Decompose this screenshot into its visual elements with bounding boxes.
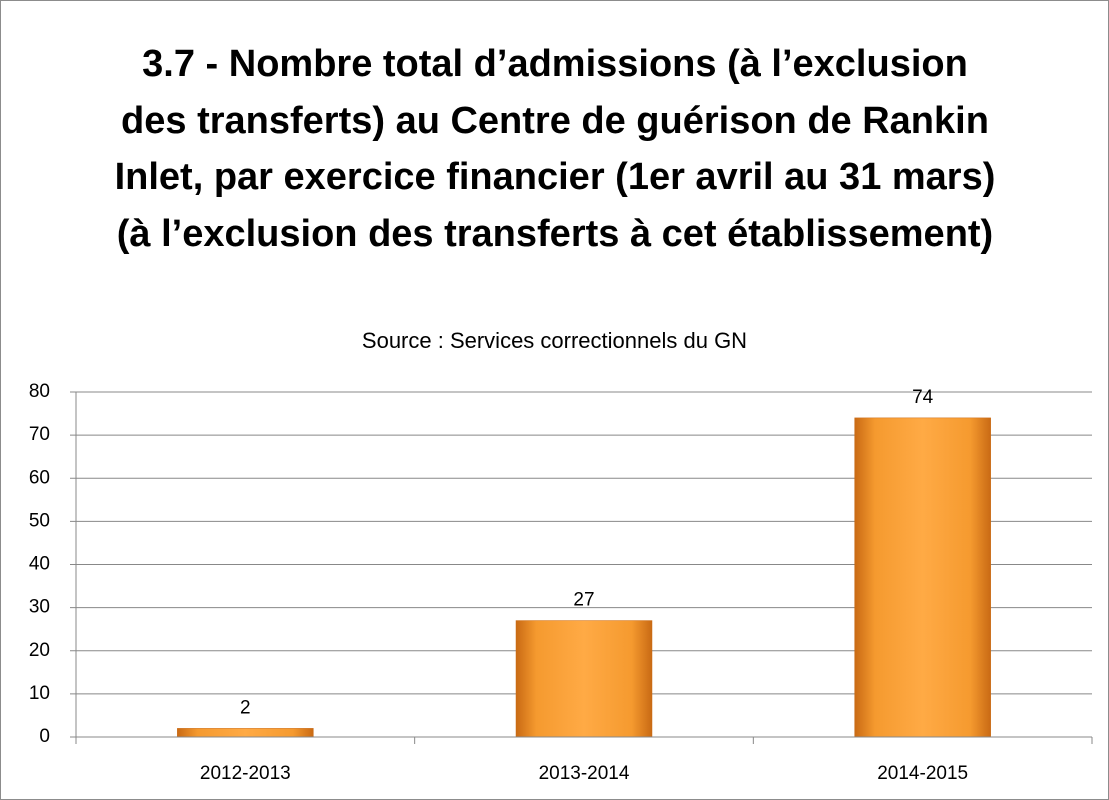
bar [854,417,991,738]
x-tick-label: 2014-2015 [877,763,968,784]
y-tick-label: 40 [29,554,50,575]
y-tick-label: 70 [29,424,50,445]
y-tick-label: 80 [29,381,50,402]
x-tick-label: 2013-2014 [539,763,630,784]
chart-title: 3.7 - Nombre total d’admissions (à l’exc… [114,43,996,255]
chart-subtitle: Source : Services correctionnels du GN [361,328,748,353]
y-tick-label: 60 [29,467,50,488]
y-tick-label: 50 [29,510,50,531]
bar [515,620,653,738]
y-tick-label: 30 [29,597,50,618]
data-label: 74 [912,387,934,408]
y-tick-label: 20 [29,640,50,661]
data-label: 27 [573,590,594,611]
bar [177,728,314,738]
x-tick-label: 2012-2013 [200,763,291,784]
y-tick-label: 10 [29,683,50,704]
y-tick-label: 0 [39,726,50,747]
data-label: 2 [240,697,251,718]
